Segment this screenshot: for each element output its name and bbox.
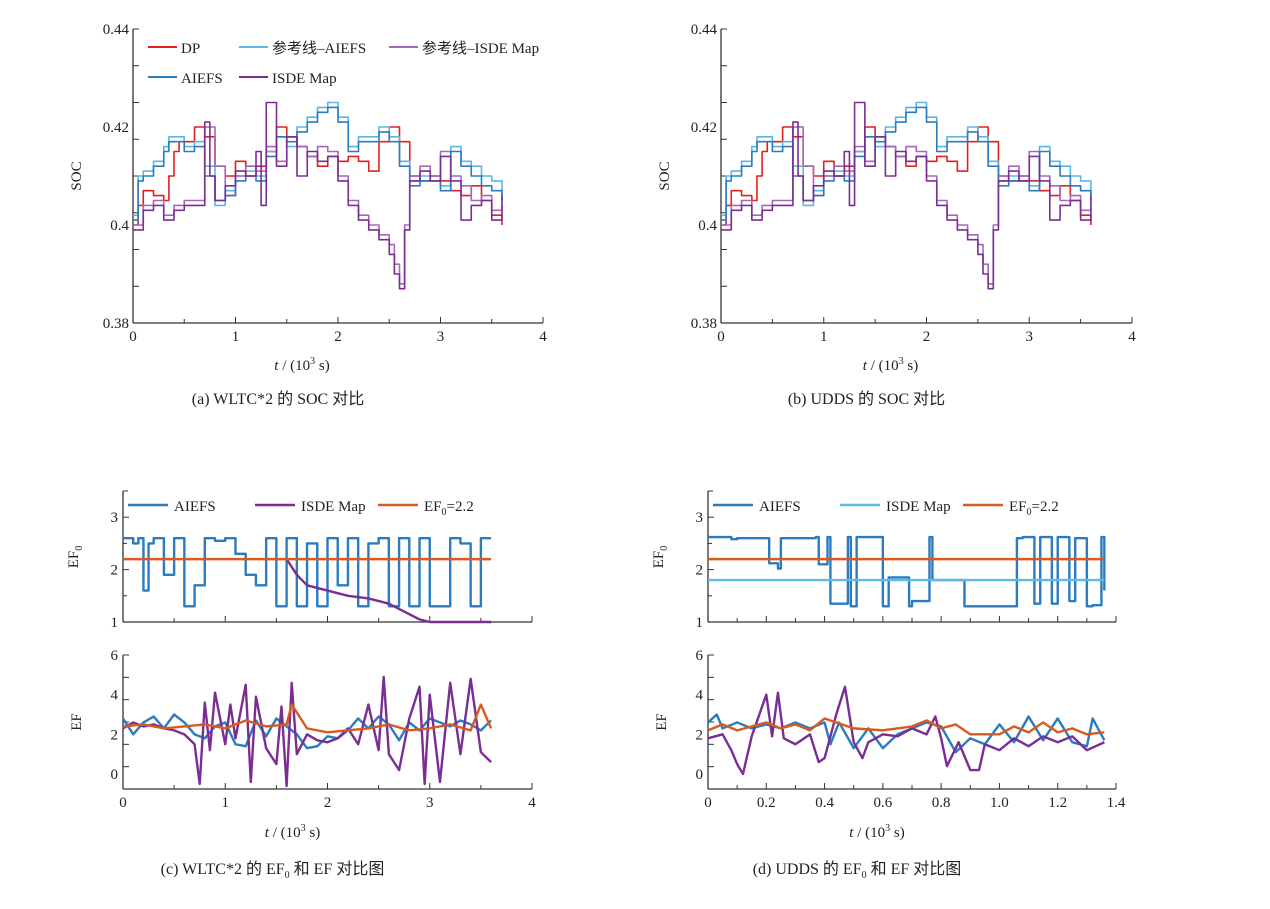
legend-label: ISDE Map: [886, 499, 951, 515]
y-axis-label: SOC: [657, 161, 673, 190]
x-tick-label: 1: [820, 329, 828, 345]
x-tick-label: 3: [1026, 329, 1034, 345]
chart-ef-c: 1 2 3 EF0 AIEFS ISDE Map EF0=2.2 0 1 2 3 4 0 2 4 6 EF t /…: [66, 490, 536, 881]
x-axis-label: t / (103 s): [265, 823, 320, 841]
y-tick-label: 0.44: [691, 22, 718, 38]
legend-label: EF0=2.2: [1009, 499, 1059, 518]
x-tick-label: 0: [704, 795, 712, 811]
series-line: [707, 713, 1106, 754]
figure-caption: (a) WLTC*2 的 SOC 对比: [192, 390, 364, 408]
legend-soc: DP 参考线–AIEFS 参考线–ISDE Map AIEFS ISDE Map: [148, 40, 539, 87]
y-axis-label: EF: [69, 713, 85, 731]
series-line: [721, 101, 1092, 290]
series-line: [121, 713, 492, 750]
figure-caption: (d) UDDS 的 EF0 和 EF 对比图: [753, 860, 962, 881]
x-tick-label: 0.6: [873, 795, 892, 811]
legend-label: AIEFS: [181, 71, 223, 87]
series-line: [721, 106, 1092, 221]
x-tick-label: 0.2: [757, 795, 776, 811]
x-axis-label: t / (103 s): [849, 823, 904, 841]
legend-label: EF0=2.2: [424, 499, 474, 518]
chart-soc-b: 0 1 2 3 4 0.38 0.4 0.42 0.44 SOC t / (103 s) (b) UD…: [657, 22, 1136, 408]
series-line: [122, 675, 492, 788]
figure-caption: (b) UDDS 的 SOC 对比: [788, 390, 945, 408]
y-tick-label: 0.38: [691, 316, 717, 332]
series-line: [708, 535, 1106, 608]
y-tick-label: 6: [696, 648, 704, 664]
legend-label: ISDE Map: [272, 71, 337, 87]
y-axis-label: SOC: [69, 161, 85, 190]
y-axis-label: EF0: [66, 546, 85, 569]
x-tick-label: 0: [129, 329, 137, 345]
y-tick-label: 2: [696, 727, 704, 743]
y-tick-label: 0.44: [103, 22, 130, 38]
y-tick-label: 3: [696, 510, 704, 526]
x-tick-label: 4: [528, 795, 536, 811]
x-tick-label: 0.8: [932, 795, 951, 811]
y-tick-label: 4: [696, 688, 704, 704]
x-tick-label: 3: [437, 329, 445, 345]
x-tick-label: 0.4: [815, 795, 834, 811]
x-tick-label: 4: [539, 329, 547, 345]
x-tick-label: 1: [232, 329, 240, 345]
y-tick-label: 0.42: [691, 120, 717, 136]
x-axis-label: t / (103 s): [274, 356, 329, 374]
y-tick-label: 1: [696, 615, 704, 631]
series-line: [721, 126, 1092, 226]
x-tick-label: 2: [334, 329, 342, 345]
figure-caption: (c) WLTC*2 的 EF0 和 EF 对比图: [161, 860, 385, 881]
x-axis-label: t / (103 s): [863, 356, 918, 374]
y-tick-label: 2: [696, 563, 704, 579]
series-line: [133, 106, 503, 221]
x-tick-label: 1.0: [990, 795, 1009, 811]
series-line: [285, 558, 492, 624]
series-line: [133, 126, 503, 226]
legend-label: DP: [181, 41, 200, 57]
x-tick-label: 2: [923, 329, 931, 345]
y-tick-label: 0.38: [103, 316, 129, 332]
x-tick-label: 2: [324, 795, 332, 811]
legend-label: ISDE Map: [301, 499, 366, 515]
x-tick-label: 0: [119, 795, 127, 811]
series-line: [133, 101, 503, 290]
legend-label: AIEFS: [759, 499, 801, 515]
x-tick-label: 1.2: [1048, 795, 1067, 811]
legend-label: 参考线–ISDE Map: [422, 40, 539, 57]
x-tick-label: 4: [1128, 329, 1136, 345]
legend-label: 参考线–AIEFS: [272, 40, 366, 57]
y-axis-label: EF: [654, 713, 670, 731]
x-tick-label: 1.4: [1107, 795, 1126, 811]
y-tick-label: 0.42: [103, 120, 129, 136]
y-tick-label: 4: [111, 688, 119, 704]
chart-soc-a: 0 1 2 3 4 0.38 0.4 0.42 0.44 SOC t / (103 s) (a) WL…: [69, 22, 547, 408]
x-tick-label: 3: [426, 795, 434, 811]
y-tick-label: 2: [111, 727, 119, 743]
y-tick-label: 0.4: [110, 218, 129, 234]
y-tick-label: 6: [111, 648, 119, 664]
x-tick-label: 0: [717, 329, 725, 345]
y-tick-label: 1: [111, 615, 119, 631]
y-tick-label: 3: [111, 510, 119, 526]
y-axis-label: EF0: [651, 546, 670, 569]
y-tick-label: 0.4: [698, 218, 717, 234]
series-line: [707, 717, 1105, 736]
series-line: [122, 703, 493, 734]
y-tick-label: 0: [696, 767, 704, 783]
y-tick-label: 0: [111, 767, 119, 783]
series-line: [707, 685, 1105, 776]
x-tick-label: 1: [222, 795, 230, 811]
legend-label: AIEFS: [174, 499, 216, 515]
y-tick-label: 2: [111, 563, 119, 579]
series-line: [123, 536, 492, 608]
